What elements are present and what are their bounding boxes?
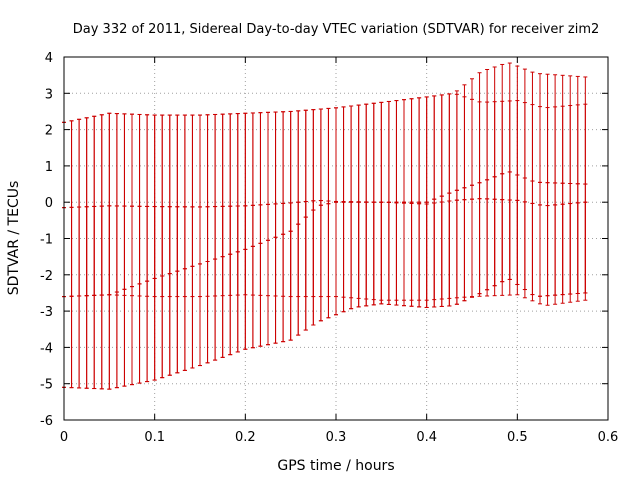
error-bar (560, 105, 565, 296)
error-bar (371, 102, 376, 306)
error-bar (394, 100, 399, 306)
error-bar (379, 101, 384, 305)
error-bar (424, 96, 429, 308)
error-bar (198, 114, 202, 367)
error-bar (114, 113, 119, 389)
error-bar (334, 107, 338, 316)
error-bar (273, 111, 278, 344)
error-bar (530, 104, 535, 296)
error-bar (84, 117, 89, 389)
error-bar (341, 106, 346, 313)
error-bar (500, 100, 505, 283)
x-tick-label: 0.6 (598, 430, 619, 445)
y-tick-label: -1 (40, 233, 53, 248)
x-tick-label: 0.2 (235, 430, 256, 445)
error-bar (402, 99, 406, 307)
y-tick-label: 2 (45, 124, 53, 139)
error-bar (462, 96, 467, 302)
error-bar (213, 113, 218, 361)
error-bar (175, 114, 180, 374)
error-bar (409, 98, 414, 307)
error-bar (243, 112, 248, 350)
error-bar (545, 107, 550, 297)
error-bar-series-1 (62, 62, 588, 390)
y-tick-label: -2 (40, 269, 53, 284)
error-bar (568, 105, 573, 295)
x-tick-label: 0.1 (144, 430, 165, 445)
error-bar (190, 114, 195, 369)
error-bar (492, 101, 497, 287)
error-bar (122, 113, 127, 387)
error-bar-series-3 (62, 93, 588, 390)
error-bar (228, 113, 233, 356)
y-tick-label: 4 (45, 51, 53, 66)
error-bar (311, 109, 316, 326)
error-bar (107, 112, 112, 390)
x-tick-label: 0.3 (326, 430, 347, 445)
error-bar (92, 115, 97, 390)
y-tick-label: -4 (40, 341, 53, 356)
error-bar (583, 103, 588, 294)
error-bar (167, 114, 172, 376)
error-bar (266, 111, 270, 346)
error-bar (356, 104, 361, 308)
error-bar (364, 103, 369, 307)
error-bar (477, 101, 482, 295)
x-axis-label: GPS time / hours (277, 458, 394, 474)
error-bar (99, 114, 104, 390)
error-bar (182, 114, 187, 371)
error-bar (258, 112, 263, 347)
error-bar (235, 113, 240, 353)
x-tick-label: 0.5 (507, 430, 528, 445)
error-bar (152, 114, 157, 381)
error-bar (454, 93, 459, 305)
error-bar (288, 110, 293, 341)
error-bar (77, 118, 82, 389)
error-bar (447, 93, 452, 307)
error-bar (281, 111, 286, 343)
error-bar (137, 113, 142, 384)
error-bar (349, 105, 354, 310)
y-tick-label: -3 (40, 305, 53, 320)
error-bar (538, 106, 542, 297)
error-bar (432, 95, 437, 308)
error-bar (220, 113, 225, 358)
error-bar (485, 101, 490, 291)
error-bar (69, 120, 74, 389)
error-bar (296, 110, 301, 336)
error-bars (62, 62, 588, 390)
error-bar (130, 113, 134, 386)
y-tick-label: 1 (45, 160, 53, 175)
error-bar (318, 108, 323, 322)
chart-title: Day 332 of 2011, Sidereal Day-to-day VTE… (73, 22, 600, 37)
error-bar (439, 94, 444, 307)
axes: 0 0.1 0.2 0.3 0.4 0.5 0.6 -6 -5 -4 -3 -2 -1 0 1 2 3 4 (40, 51, 618, 445)
error-bar (522, 102, 527, 291)
y-tick-label: 0 (45, 196, 53, 211)
error-bar (326, 107, 331, 319)
error-bar (470, 98, 474, 298)
x-tick-label: 0 (60, 430, 68, 445)
error-bar (507, 100, 512, 280)
error-bar (250, 112, 255, 349)
y-tick-label: 3 (45, 87, 53, 102)
error-bar (205, 114, 210, 364)
error-bar (386, 100, 391, 305)
y-axis-label: SDTVAR / TECUs (6, 181, 22, 296)
error-bar (417, 97, 422, 308)
y-tick-label: -5 (40, 378, 53, 393)
error-bar (303, 109, 308, 331)
x-tick-label: 0.4 (416, 430, 437, 445)
error-bar (145, 114, 150, 383)
y-tick-label: -6 (40, 414, 53, 429)
error-bar (515, 100, 520, 285)
error-bar (160, 114, 165, 379)
error-bar (575, 104, 580, 294)
error-bar (553, 106, 558, 296)
